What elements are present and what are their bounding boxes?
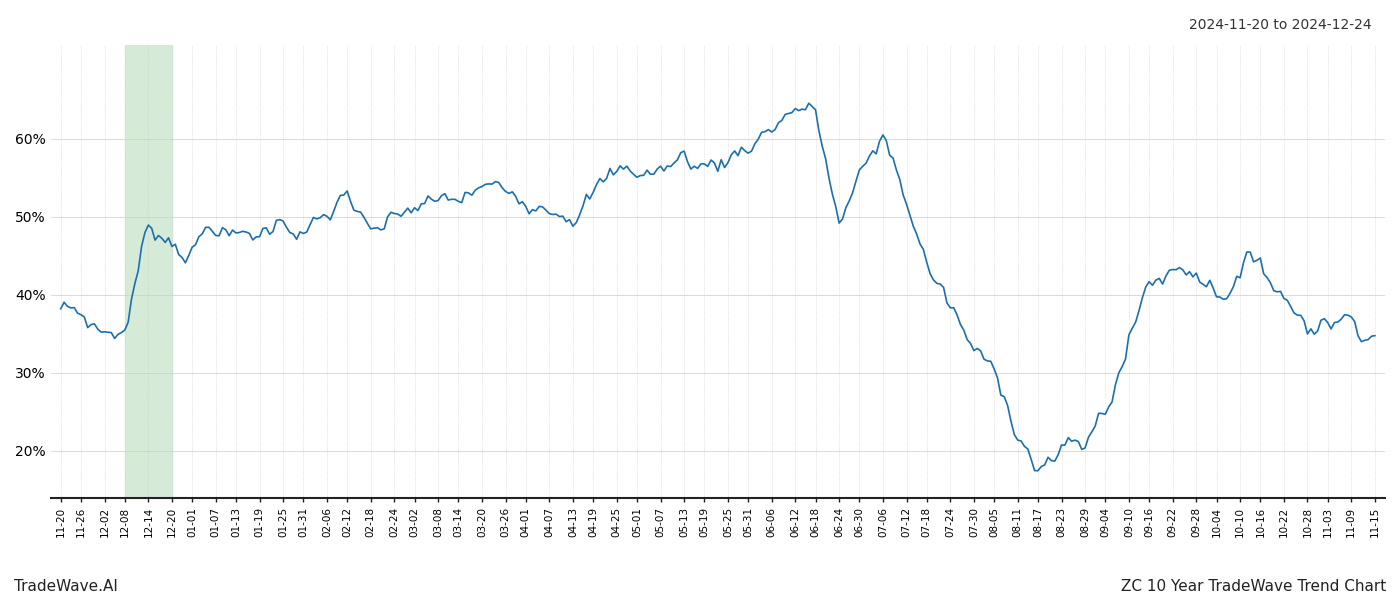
Text: ZC 10 Year TradeWave Trend Chart: ZC 10 Year TradeWave Trend Chart [1121,579,1386,594]
Text: TradeWave.AI: TradeWave.AI [14,579,118,594]
Text: 2024-11-20 to 2024-12-24: 2024-11-20 to 2024-12-24 [1190,18,1372,32]
Bar [125,45,172,498]
